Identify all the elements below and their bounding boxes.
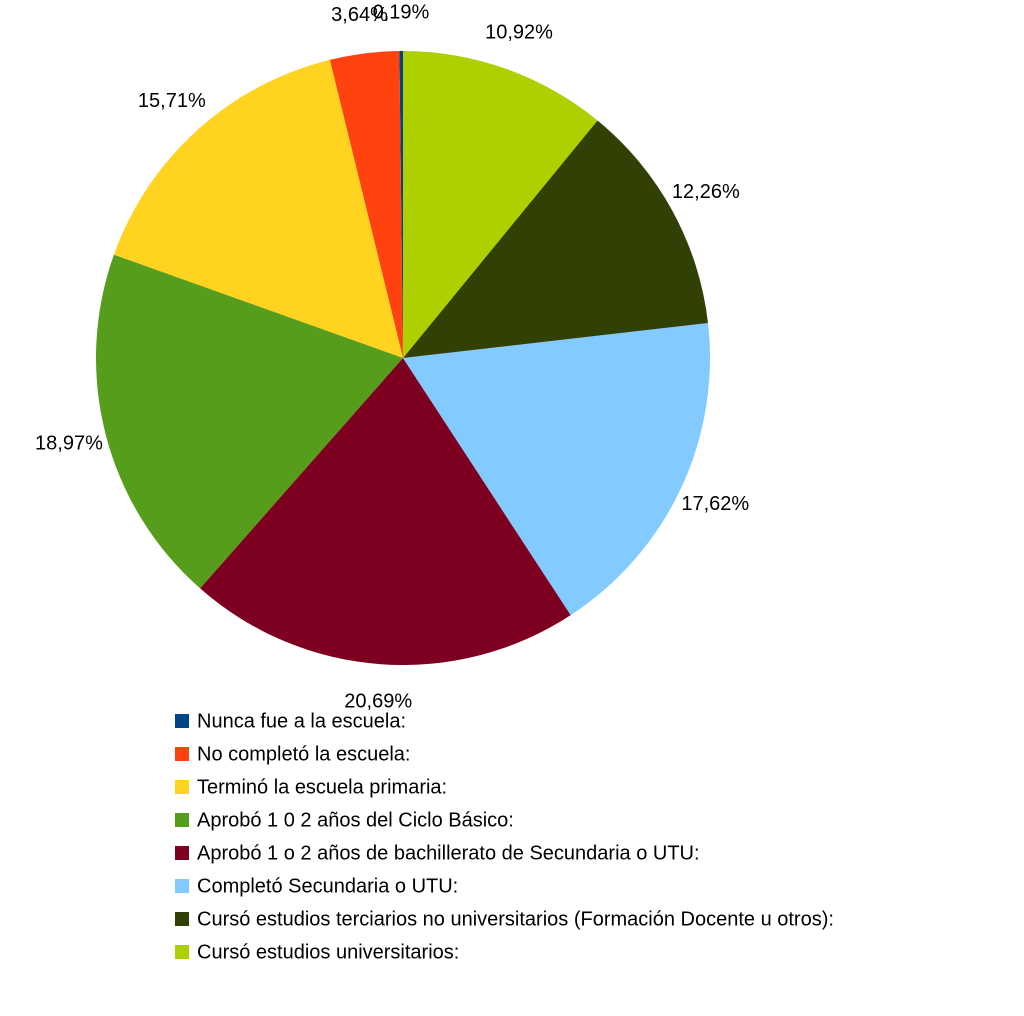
pie-slice xyxy=(200,358,571,665)
data-label: 0,19% xyxy=(373,1,430,23)
data-label: 15,71% xyxy=(138,90,206,112)
legend-label: No completó la escuela: xyxy=(197,743,410,765)
pie-slice xyxy=(403,120,708,358)
data-label: 20,69% xyxy=(344,690,412,712)
legend-label: Terminó la escuela primaria: xyxy=(197,776,447,798)
legend-label: Cursó estudios terciarios no universitar… xyxy=(197,908,834,930)
data-label: 12,26% xyxy=(672,181,740,203)
legend-swatch xyxy=(175,945,189,959)
pie-slice xyxy=(399,51,403,358)
legend-swatch xyxy=(175,912,189,926)
legend-swatch xyxy=(175,846,189,860)
legend-swatch xyxy=(175,879,189,893)
legend-swatch xyxy=(175,780,189,794)
legend-label: Nunca fue a la escuela: xyxy=(197,710,406,732)
pie-slice xyxy=(403,322,710,616)
legend-swatch xyxy=(175,813,189,827)
data-label: 10,92% xyxy=(485,21,553,43)
legend-label: Cursó estudios universitarios: xyxy=(197,941,459,963)
data-label: 17,62% xyxy=(681,493,749,515)
legend-label: Aprobó 1 0 2 años del Ciclo Básico: xyxy=(197,809,514,831)
legend-swatch xyxy=(175,747,189,761)
pie-slice xyxy=(329,51,403,358)
data-label: 18,97% xyxy=(35,433,103,455)
pie-slice xyxy=(403,50,598,358)
pie-slice xyxy=(96,254,404,589)
pie-slice xyxy=(113,59,403,359)
legend-label: Aprobó 1 o 2 años de bachillerato de Sec… xyxy=(197,842,700,864)
data-label: 3,64% xyxy=(331,4,388,26)
legend-label: Completó Secundaria o UTU: xyxy=(197,875,458,897)
legend-swatch xyxy=(175,714,189,728)
